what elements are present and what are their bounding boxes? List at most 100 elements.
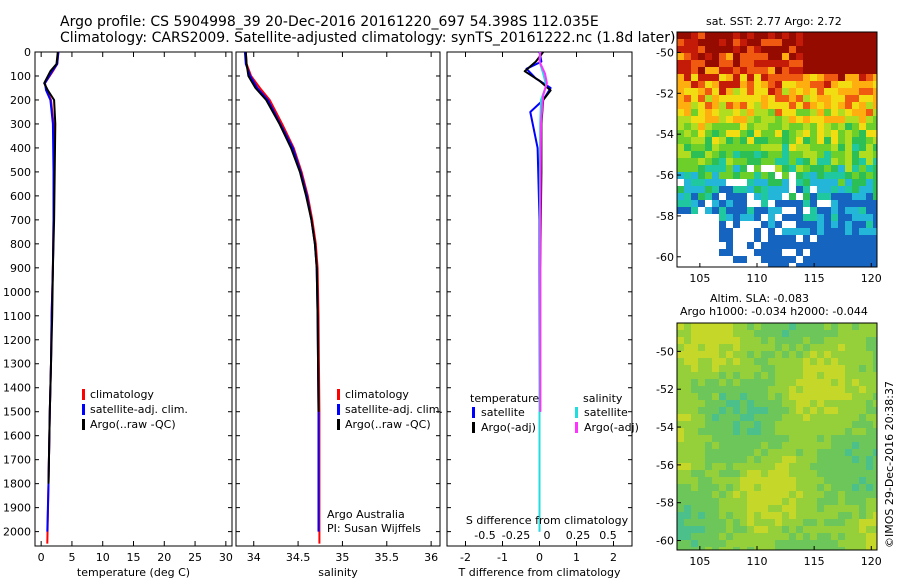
x-tick-label: -1	[497, 551, 508, 564]
y-tick-label: -50	[656, 345, 674, 358]
y-tick-label: -58	[656, 210, 674, 223]
legend-swatch	[337, 389, 340, 400]
legend-label: climatology	[345, 388, 409, 401]
x-tick-label: 1	[573, 551, 580, 564]
y-tick-label: 200	[10, 94, 31, 107]
legend-label: Argo(-adj)	[584, 421, 639, 434]
legend-swatch	[82, 404, 85, 415]
series-line-2-3	[244, 51, 320, 412]
y-tick-label: 0	[24, 46, 31, 59]
legend-title: temperature	[470, 392, 539, 405]
x-tick-label: 120	[861, 555, 882, 568]
legend-swatch	[82, 389, 85, 400]
y-tick-label: 300	[10, 118, 31, 131]
x-tick-label: 2	[610, 551, 617, 564]
y-tick-label: -54	[656, 421, 674, 434]
x-tick-label-top: -0.25	[502, 529, 530, 542]
y-tick-label: 800	[10, 238, 31, 251]
x-tick-label: 0	[536, 551, 543, 564]
legend-swatch	[82, 419, 85, 430]
y-tick-label: 1400	[3, 382, 31, 395]
x-axis-label-top: S difference from climatology	[466, 514, 629, 527]
x-tick-label: 35.5	[375, 551, 400, 564]
legend-swatch	[575, 407, 578, 418]
x-tick-label: 10	[96, 551, 110, 564]
x-tick-label: 115	[804, 555, 825, 568]
legend-label: Argo(..raw -QC)	[345, 418, 431, 431]
y-tick-label: 1900	[3, 502, 31, 515]
legend-label: Argo(-adj)	[481, 421, 536, 434]
series-line-1-3	[43, 51, 59, 484]
y-tick-label: 1600	[3, 430, 31, 443]
x-tick-label: 115	[804, 272, 825, 285]
x-tick-label-top: 0.25	[566, 529, 591, 542]
legend-label: climatology	[90, 388, 154, 401]
y-tick-label: 1800	[3, 478, 31, 491]
sst-map-title: sat. SST: 2.77 Argo: 2.72	[706, 15, 842, 28]
y-tick-label: 700	[10, 214, 31, 227]
x-axis-label: temperature (deg C)	[77, 566, 190, 579]
y-tick-label: -52	[656, 383, 674, 396]
x-tick-label-top: 0	[544, 529, 551, 542]
title-line-2: Climatology: CARS2009. Satellite-adjuste…	[60, 30, 676, 46]
argo-height-readout: Argo h1000: -0.034 h2000: -0.044	[680, 305, 868, 318]
y-tick-label: 1000	[3, 286, 31, 299]
annotation-line: PI: Susan Wijffels	[327, 522, 421, 535]
panel-frame-1	[34, 51, 233, 547]
x-tick-label-top: 0.5	[599, 529, 617, 542]
x-axis-label: salinity	[318, 566, 358, 579]
series-line-3-4	[538, 51, 548, 412]
legend-title: salinity	[583, 392, 623, 405]
x-tick-label: 36	[424, 551, 438, 564]
y-tick-label: -60	[656, 535, 674, 548]
y-tick-label: -56	[656, 169, 674, 182]
x-tick-label: 34.5	[286, 551, 311, 564]
x-tick-label: 20	[157, 551, 171, 564]
y-tick-label: 600	[10, 190, 31, 203]
legend-swatch	[472, 407, 475, 418]
x-tick-label: 110	[747, 272, 768, 285]
y-tick-label: 500	[10, 166, 31, 179]
y-tick-label: -56	[656, 459, 674, 472]
x-tick-label: 105	[689, 555, 710, 568]
sst-heatmap	[677, 32, 877, 267]
legend-label: satellite-adj. clim.	[345, 403, 443, 416]
x-tick-label: 110	[747, 555, 768, 568]
x-tick-label: 25	[188, 551, 202, 564]
legend-swatch	[337, 404, 340, 415]
y-tick-label: -60	[656, 251, 674, 264]
legend-swatch	[337, 419, 340, 430]
title-line-1: Argo profile: CS 5904998_39 20-Dec-2016 …	[60, 14, 599, 30]
y-tick-label: -52	[656, 87, 674, 100]
sla-map-title: Altim. SLA: -0.083	[710, 292, 810, 305]
x-tick-label: 15	[127, 551, 141, 564]
y-tick-label: 100	[10, 70, 31, 83]
y-tick-label: 2000	[3, 526, 31, 539]
map-frame	[676, 31, 878, 268]
y-tick-label: 1700	[3, 454, 31, 467]
x-tick-label: -2	[460, 551, 471, 564]
y-tick-label: -50	[656, 46, 674, 59]
legend-label: satellite-adj. clim.	[90, 403, 188, 416]
legend-swatch	[575, 422, 578, 433]
map-frame	[676, 322, 878, 551]
y-tick-label: 1500	[3, 406, 31, 419]
panel-frame-2	[235, 51, 441, 547]
y-tick-label: 1100	[3, 310, 31, 323]
y-tick-label: -58	[656, 497, 674, 510]
legend-label: satellite	[481, 406, 525, 419]
legend-label: Argo(..raw -QC)	[90, 418, 176, 431]
x-axis-label: T difference from climatology	[458, 566, 621, 579]
y-tick-label: 1300	[3, 358, 31, 371]
x-tick-label: 0	[38, 551, 45, 564]
x-tick-label: 5	[68, 551, 75, 564]
sla-heatmap	[677, 323, 877, 550]
y-tick-label: 1200	[3, 334, 31, 347]
x-tick-label-top: -0.5	[474, 529, 495, 542]
y-tick-label: -54	[656, 128, 674, 141]
legend-label: satellite	[584, 406, 628, 419]
x-tick-label: 120	[861, 272, 882, 285]
x-tick-label: 105	[689, 272, 710, 285]
